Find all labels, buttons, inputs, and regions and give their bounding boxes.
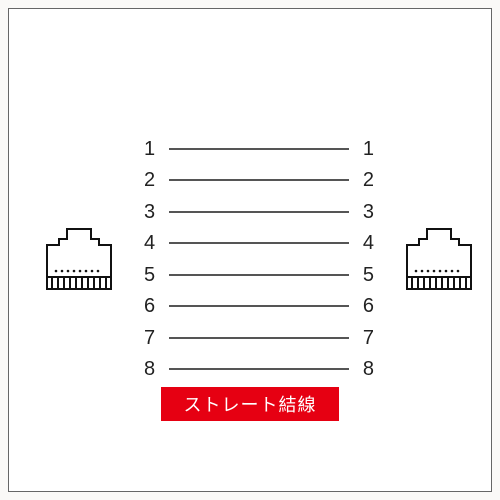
pin-label: 4 (363, 233, 374, 253)
pin-label: 6 (144, 296, 155, 316)
pin-label: 8 (363, 359, 374, 379)
pin-label: 1 (144, 139, 155, 159)
wire-lines (169, 148, 349, 370)
pin-label: 8 (144, 359, 155, 379)
diagram-frame: 1 2 3 4 5 6 7 8 1 2 3 4 5 6 7 8 (8, 8, 492, 492)
wire (169, 242, 349, 244)
pin-numbers-right: 1 2 3 4 5 6 7 8 (363, 139, 374, 379)
pin-label: 4 (144, 233, 155, 253)
pin-label: 7 (144, 328, 155, 348)
rj45-connector-right (399, 225, 479, 293)
pin-label: 6 (363, 296, 374, 316)
wire (169, 274, 349, 276)
rj45-icon (399, 225, 479, 293)
wire (169, 337, 349, 339)
wire (169, 211, 349, 213)
wire (169, 368, 349, 370)
pin-label: 5 (363, 265, 374, 285)
pin-label: 2 (144, 170, 155, 190)
pin-numbers-left: 1 2 3 4 5 6 7 8 (144, 139, 155, 379)
pin-label: 1 (363, 139, 374, 159)
wire (169, 148, 349, 150)
rj45-connector-left (39, 225, 119, 293)
pin-label: 7 (363, 328, 374, 348)
wire (169, 179, 349, 181)
wiring-diagram: 1 2 3 4 5 6 7 8 1 2 3 4 5 6 7 8 (9, 139, 500, 379)
pin-label: 5 (144, 265, 155, 285)
pin-label: 3 (144, 202, 155, 222)
pin-label: 2 (363, 170, 374, 190)
wire (169, 305, 349, 307)
wiring-type-label: ストレート結線 (161, 387, 339, 421)
rj45-icon (39, 225, 119, 293)
pin-label: 3 (363, 202, 374, 222)
